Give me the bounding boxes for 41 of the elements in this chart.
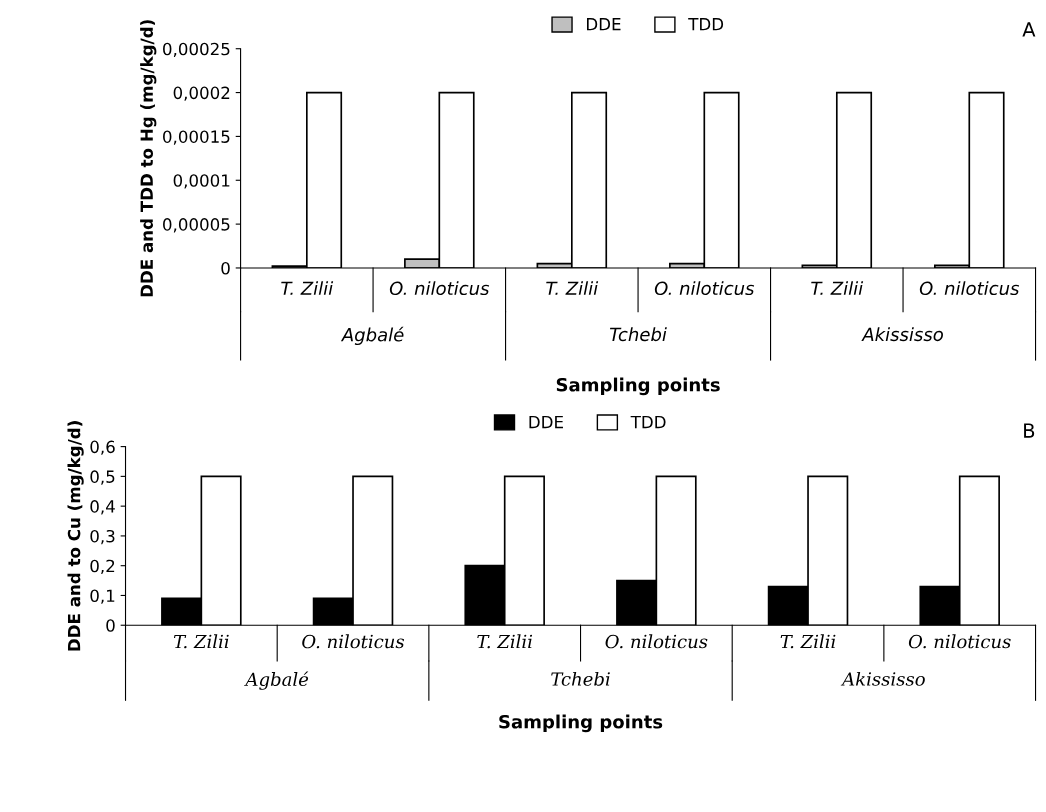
legend-label: DDE [529, 415, 563, 429]
y-tick-label: 0,6 [90, 440, 115, 455]
y-tick-label: 0,5 [90, 470, 115, 485]
legend-label: TDD [688, 18, 724, 31]
y-axis-title: DDE and TDD to Hg (mg/kg/d) [140, 20, 157, 297]
y-tick-label: 0,00005 [163, 218, 230, 233]
text: A [1022, 22, 1036, 37]
y-tick-label: 0,0002 [173, 86, 230, 101]
text: Tchebi [609, 327, 667, 342]
y-tick-label: 0,4 [90, 500, 115, 515]
y-tick-label: 0,3 [90, 529, 115, 545]
x-tick-label: O. niloticus [908, 634, 1011, 649]
x-tick-label: O. niloticus [302, 634, 405, 649]
x-tick-label: T. Zilii [780, 634, 836, 649]
x-tick-label: O. niloticus [605, 634, 708, 649]
text: Akississo [840, 671, 925, 686]
x-tick-label: T. Zilii [281, 281, 334, 295]
x-tick-label: O. niloticus [389, 281, 490, 296]
x-axis-title: Sampling points [499, 714, 663, 733]
text: B [1024, 423, 1035, 438]
legend-label: DDE [587, 18, 621, 31]
legend-label: TDD [630, 415, 666, 429]
y-tick-label: 0,2 [90, 559, 115, 574]
text: Tchebi [551, 671, 610, 686]
x-tick-label: O. niloticus [654, 281, 755, 296]
text: Akississo [861, 327, 943, 342]
text: Agbalé [340, 326, 404, 346]
y-tick-label: 0 [221, 261, 230, 275]
y-axis-title: DDE and to Cu (mg/kg/d) [67, 421, 84, 651]
x-tick-label: T. Zilii [173, 634, 229, 649]
y-tick-label: 0,00015 [163, 130, 230, 145]
x-tick-label: T. Zilii [546, 281, 599, 295]
y-tick-label: 0,00025 [163, 42, 230, 57]
y-tick-label: 0,1 [90, 589, 115, 604]
text: Agbalé [244, 671, 309, 690]
y-tick-label: 0,0001 [173, 174, 230, 189]
x-tick-label: T. Zilii [811, 281, 864, 295]
x-tick-label: T. Zilii [477, 634, 533, 649]
x-tick-label: O. niloticus [919, 281, 1020, 296]
x-axis-title: Sampling points [556, 377, 720, 396]
y-tick-label: 0 [106, 619, 115, 632]
